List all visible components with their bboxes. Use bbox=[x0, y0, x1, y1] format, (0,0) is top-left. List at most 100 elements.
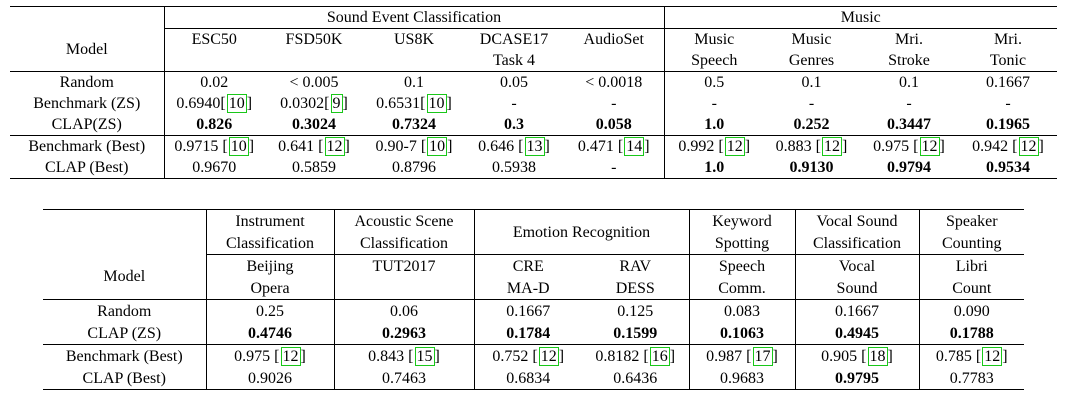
table-cell: 0.1063 bbox=[688, 322, 795, 345]
table-cell: 0.0302[9] bbox=[280, 94, 348, 113]
column-header: TUT2017 bbox=[333, 254, 474, 277]
table-cell: 0.5859 bbox=[264, 157, 364, 179]
table-cell: 0.2963 bbox=[333, 322, 474, 345]
table-cell: 0.785 [12] bbox=[918, 344, 1024, 367]
citation-link[interactable]: 12 bbox=[1018, 137, 1039, 156]
cell-value: < 0.0018 bbox=[585, 74, 643, 91]
column-header: ESC50 bbox=[163, 28, 264, 50]
table-cell: 1.0 bbox=[663, 114, 764, 136]
cell-value: 0.7324 bbox=[392, 116, 436, 133]
citation-link[interactable]: 12 bbox=[982, 346, 1003, 366]
table-cell: 0.3024 bbox=[264, 114, 364, 136]
cell-value: 0.5859 bbox=[292, 159, 336, 176]
column-header: Music bbox=[663, 28, 764, 50]
table-cell: - bbox=[564, 157, 664, 179]
citation-link[interactable]: 10 bbox=[427, 137, 448, 156]
table-cell: 0.883 [12] bbox=[764, 135, 859, 157]
row-label: CLAP (Best) bbox=[10, 157, 164, 179]
column-header: FSD50K bbox=[285, 31, 343, 48]
cell-value: - bbox=[611, 95, 617, 112]
row-label: Benchmark (ZS) bbox=[33, 95, 141, 112]
cell-value: - bbox=[808, 95, 815, 112]
group-header-music: Music bbox=[663, 6, 1057, 29]
table-cell: 0.090 bbox=[918, 299, 1024, 322]
cell-value: 0.826 bbox=[196, 116, 233, 133]
table-cell: 0.02 bbox=[163, 71, 264, 93]
table-cell: 0.9715 [10] bbox=[163, 135, 264, 157]
table-cell: 0.4746 bbox=[205, 322, 334, 345]
cell-value: 0.2963 bbox=[382, 324, 426, 342]
citation-link[interactable]: 10 bbox=[426, 94, 447, 113]
cell-value: 0.25 bbox=[256, 302, 284, 320]
task-header-line2: Classification bbox=[205, 232, 334, 255]
cell-value: 0.975 bbox=[234, 347, 275, 365]
cell-value: 0.5 bbox=[704, 74, 725, 91]
citation-link[interactable]: 17 bbox=[752, 346, 773, 366]
citation-link[interactable]: 16 bbox=[649, 346, 670, 366]
row-label: CLAP (ZS) bbox=[87, 324, 162, 342]
citation-link[interactable]: 9 bbox=[330, 94, 343, 113]
cell-value: 0.5938 bbox=[492, 159, 536, 176]
row-label: Benchmark (Best) bbox=[43, 344, 206, 367]
cell-value: 0.1599 bbox=[613, 324, 658, 342]
citation-link[interactable]: 12 bbox=[324, 137, 345, 156]
table-body: Random 0.25 0.06 0.1667 0.125 0.083 0.1667 0.09… bbox=[43, 299, 1024, 390]
column-header-line2: Task 4 bbox=[464, 50, 564, 72]
citation-link[interactable]: 12 bbox=[822, 137, 842, 156]
table-cell: 0.992 [12] bbox=[663, 135, 764, 157]
table-cell: 0.3447 bbox=[859, 114, 959, 136]
table-cell: 0.5 bbox=[663, 71, 764, 93]
task-header: Emotion Recognition bbox=[473, 209, 689, 255]
cell-value: 0.1 bbox=[899, 74, 919, 91]
column-header-line2: Opera bbox=[205, 277, 334, 300]
table-cell: 0.1 bbox=[764, 72, 859, 94]
citation-link[interactable]: 13 bbox=[524, 137, 545, 156]
citation-link[interactable]: 18 bbox=[867, 346, 888, 366]
column-header: Mri. bbox=[994, 31, 1022, 48]
table-cell: 0.125 bbox=[582, 300, 689, 323]
table-cell: 0.083 bbox=[688, 299, 795, 322]
citation-link[interactable]: 15 bbox=[414, 346, 435, 366]
task-header: Keyword bbox=[688, 209, 795, 232]
table-row: Random 0.02 < 0.005 0.1 0.05 < 0.0018 0.5 0.1 0.… bbox=[10, 71, 1057, 94]
column-header: Mri. bbox=[895, 31, 923, 48]
citation-link[interactable]: 12 bbox=[538, 346, 559, 366]
table-cell: 0.9794 bbox=[859, 157, 959, 179]
table-cell: 0.4945 bbox=[794, 322, 919, 345]
citation-link[interactable]: 12 bbox=[280, 346, 301, 366]
citation-link[interactable]: 12 bbox=[919, 137, 940, 156]
cell-value: 0.9026 bbox=[248, 369, 292, 387]
column-header-line2: MA-D bbox=[473, 277, 582, 300]
citation-link[interactable]: 12 bbox=[724, 137, 745, 156]
cell-value: 0.6834 bbox=[506, 369, 551, 387]
cell-value: 0.0302 bbox=[280, 95, 325, 112]
column-header: Vocal bbox=[794, 254, 919, 277]
column-header-line2 bbox=[163, 50, 264, 72]
cell-value: 0.9715 bbox=[174, 138, 223, 155]
cell-value: 0.905 bbox=[821, 347, 862, 365]
column-header-line2: Tonic bbox=[959, 50, 1057, 72]
cell-value: 0.1667 bbox=[506, 302, 551, 320]
cell-value: 0.8796 bbox=[392, 159, 436, 176]
table-cell: 0.9130 bbox=[764, 157, 859, 179]
table-cell: 0.9026 bbox=[205, 367, 334, 390]
cell-value: 0.785 bbox=[935, 347, 976, 365]
table-cell: 0.752 [12] bbox=[473, 344, 582, 367]
table-cell: 0.8796 bbox=[364, 157, 464, 179]
table-cell: 0.058 bbox=[564, 114, 664, 136]
task-header-line2: Classification bbox=[333, 232, 474, 255]
column-header-line2: DESS bbox=[582, 277, 689, 300]
table-cell: 0.25 bbox=[205, 299, 334, 322]
cell-value: 0.4746 bbox=[248, 324, 292, 342]
citation-link[interactable]: 14 bbox=[624, 137, 645, 156]
cell-value: 0.6436 bbox=[613, 369, 658, 387]
table-cell: 0.1 bbox=[364, 72, 464, 94]
cell-value: 0.987 bbox=[706, 347, 747, 365]
cell-value: 0.9795 bbox=[835, 369, 879, 387]
table-cell: 0.9795 bbox=[794, 367, 919, 390]
citation-link[interactable]: 10 bbox=[228, 137, 249, 156]
table-cell: 0.3 bbox=[464, 114, 564, 136]
table-cell: 0.1965 bbox=[959, 114, 1057, 136]
cell-value: 0.7463 bbox=[382, 369, 426, 387]
citation-link[interactable]: 10 bbox=[226, 94, 247, 113]
